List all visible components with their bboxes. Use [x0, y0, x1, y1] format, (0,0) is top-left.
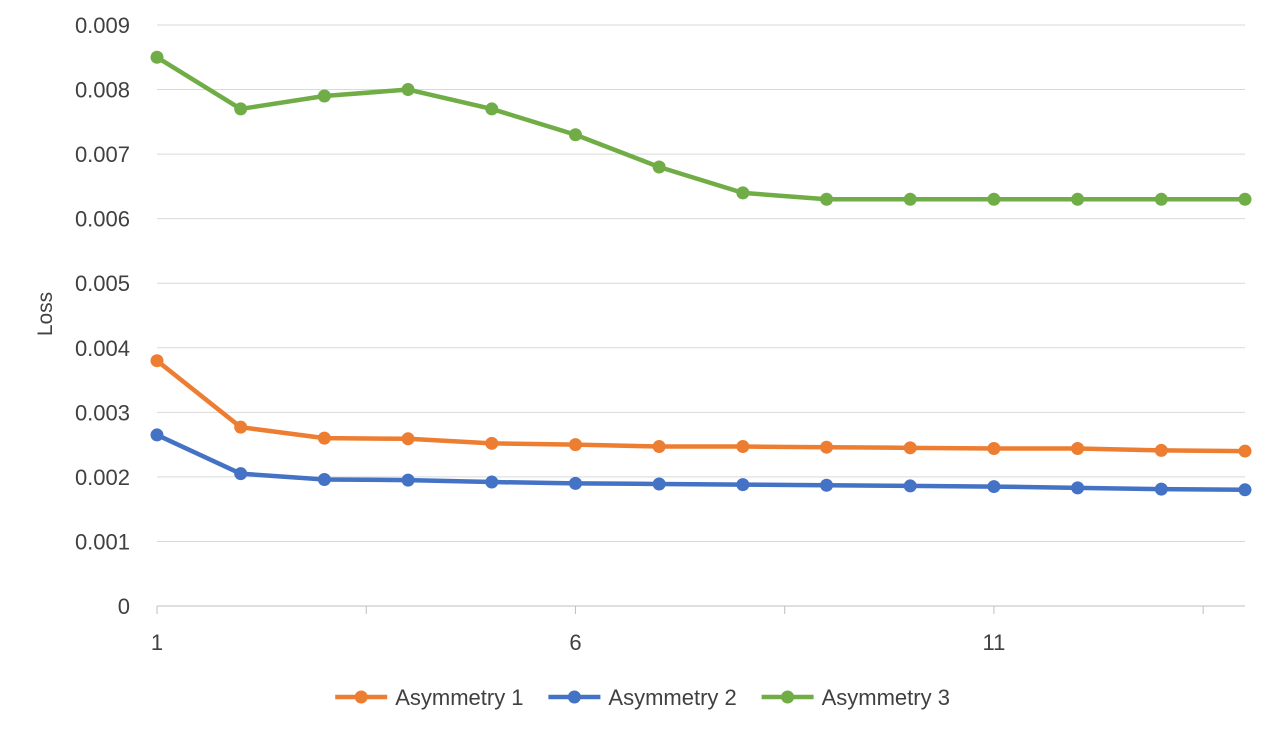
y-tick-label: 0.003	[75, 400, 130, 425]
data-point	[401, 83, 415, 97]
data-point	[652, 440, 666, 454]
x-axis	[156, 605, 1245, 614]
series-line	[154, 358, 1248, 454]
data-point	[317, 431, 331, 445]
data-point	[987, 441, 1001, 455]
y-tick-label: 0.008	[75, 78, 130, 103]
data-point	[736, 478, 750, 492]
legend: Asymmetry 1 Asymmetry 2 Asymmetry 3	[335, 685, 950, 710]
x-tick-label: 11	[983, 630, 1006, 655]
data-point	[150, 50, 164, 64]
gridlines	[157, 24, 1245, 542]
data-point	[401, 473, 415, 487]
x-axis-tick-labels: 1 6 11	[151, 630, 1005, 655]
y-tick-label: 0.002	[75, 465, 130, 490]
y-tick-label: 0.004	[75, 336, 130, 361]
data-point	[1071, 441, 1085, 455]
data-point	[903, 441, 917, 455]
data-point	[820, 478, 834, 492]
data-point	[652, 477, 666, 491]
series-line	[154, 432, 1248, 493]
x-tick-label: 6	[569, 630, 581, 655]
y-tick-label: 0.009	[75, 13, 130, 38]
data-point	[485, 475, 499, 489]
legend-label: Asymmetry 3	[822, 685, 950, 710]
series-2	[150, 428, 1252, 497]
data-point	[1071, 481, 1085, 495]
data-point	[568, 476, 582, 490]
data-point	[736, 186, 750, 200]
data-point	[1154, 192, 1168, 206]
y-tick-label: 0.007	[75, 142, 130, 167]
data-point	[1238, 192, 1252, 206]
legend-item: Asymmetry 2	[548, 685, 737, 710]
data-point	[987, 192, 1001, 206]
data-point	[234, 102, 248, 116]
y-tick-label: 0	[118, 594, 130, 619]
data-point	[401, 432, 415, 446]
series-line	[154, 55, 1248, 202]
data-point	[1071, 192, 1085, 206]
data-point	[317, 89, 331, 103]
data-point	[736, 440, 750, 454]
data-point	[150, 428, 164, 442]
data-point	[485, 102, 499, 116]
y-tick-label: 0.005	[75, 271, 130, 296]
data-point	[1238, 483, 1252, 497]
legend-item: Asymmetry 3	[761, 685, 950, 710]
data-point	[820, 192, 834, 206]
legend-label: Asymmetry 1	[395, 685, 523, 710]
x-tick-label: 1	[151, 630, 163, 655]
data-point	[652, 160, 666, 174]
y-tick-label: 0.001	[75, 529, 130, 554]
legend-swatch-marker	[354, 690, 368, 704]
y-tick-label: 0.006	[75, 207, 130, 232]
data-point	[234, 467, 248, 481]
series-1	[150, 354, 1252, 458]
data-point	[568, 128, 582, 142]
legend-label: Asymmetry 2	[608, 685, 736, 710]
y-axis-title: Loss	[34, 292, 57, 336]
data-point	[317, 472, 331, 486]
legend-swatch-marker	[567, 690, 581, 704]
data-point	[820, 440, 834, 454]
data-point	[150, 354, 164, 368]
data-point	[1238, 444, 1252, 458]
legend-item: Asymmetry 1	[335, 685, 524, 710]
data-point	[568, 438, 582, 452]
series-lines	[150, 50, 1252, 497]
data-point	[1154, 482, 1168, 496]
data-point	[485, 436, 499, 450]
data-point	[987, 480, 1001, 494]
y-axis-tick-labels: 0 0.001 0.002 0.003 0.004 0.005 0.006 0.007 0.00…	[75, 13, 130, 619]
data-point	[1154, 443, 1168, 457]
series-3	[150, 50, 1252, 206]
data-point	[903, 479, 917, 493]
legend-swatch-marker	[781, 690, 795, 704]
data-point	[903, 192, 917, 206]
data-point	[234, 420, 248, 434]
